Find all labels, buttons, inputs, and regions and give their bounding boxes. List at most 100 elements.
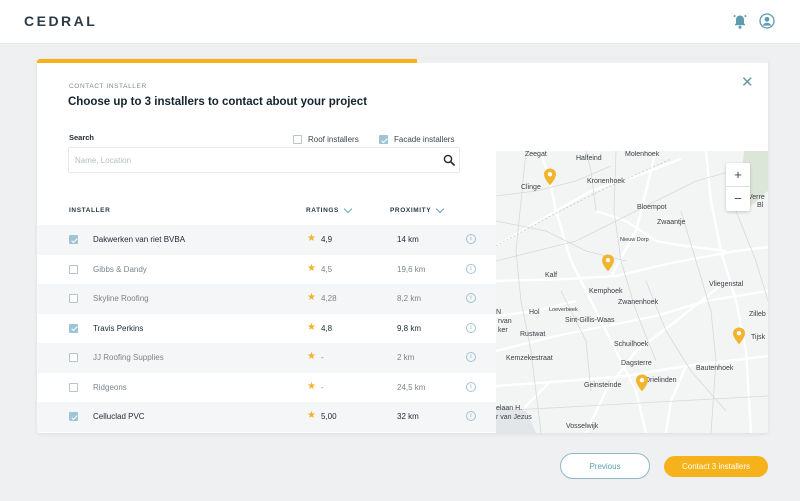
top-bar: CEDRAL	[0, 0, 800, 44]
installer-distance: 14 km	[397, 235, 419, 244]
map-pin-icon[interactable]	[601, 254, 615, 272]
facade-installers-label: Facade installers	[394, 135, 455, 144]
map-roads	[496, 151, 768, 433]
map-zoom-control: + −	[726, 163, 750, 211]
chevron-down-icon[interactable]	[343, 204, 353, 214]
info-icon[interactable]: i	[466, 352, 476, 362]
search-input[interactable]	[69, 148, 429, 172]
installer-name: Gibbs & Dandy	[93, 264, 147, 274]
map-pin-icon[interactable]	[635, 374, 649, 392]
installer-name: Travis Perkins	[93, 323, 144, 333]
info-icon[interactable]: i	[466, 381, 476, 392]
table-row[interactable]: Dakwerken van riet BVBA ★ 4,9 14 km i	[37, 225, 496, 255]
filter-facade-installers[interactable]: Facade installers	[379, 135, 454, 144]
step-label: CONTACT INSTALLER	[69, 83, 147, 90]
close-icon[interactable]: ✕	[741, 74, 754, 91]
row-checkbox[interactable]	[69, 382, 78, 392]
map-label: Clinge	[521, 184, 541, 191]
installer-rating: -	[321, 382, 324, 392]
progress-track	[37, 59, 768, 63]
facade-installers-checkbox[interactable]	[379, 135, 388, 144]
row-checkbox[interactable]	[69, 264, 78, 274]
search-field[interactable]	[68, 147, 460, 173]
map-label: elaan H.	[496, 405, 523, 412]
installer-name: Celluclad PVC	[93, 412, 145, 421]
zoom-out-button[interactable]: −	[734, 191, 742, 206]
cedral-logo[interactable]: CEDRAL	[24, 13, 98, 29]
info-icon[interactable]: i	[466, 411, 476, 421]
chevron-down-icon[interactable]	[435, 204, 445, 214]
info-icon[interactable]: i	[466, 322, 476, 333]
map-label: Zwaantje	[657, 219, 686, 226]
star-icon: ★	[307, 380, 316, 392]
info-icon[interactable]: i	[466, 234, 476, 244]
contact-installers-button[interactable]: Contact 3 installers	[664, 456, 768, 477]
row-checkbox[interactable]	[69, 323, 78, 333]
roof-installers-label: Roof installers	[308, 135, 359, 144]
installer-name: Ridgeons	[93, 382, 127, 392]
map-label: Verre	[748, 194, 765, 201]
installer-rating: 5,00	[321, 412, 337, 421]
previous-button[interactable]: Previous	[560, 453, 650, 479]
map-label: Sint-Gillis-Waas	[565, 317, 615, 324]
installer-distance: 32 km	[397, 412, 419, 421]
roof-installers-checkbox[interactable]	[293, 135, 302, 144]
bell-icon[interactable]	[733, 14, 747, 30]
map-label: Molenhoek	[625, 151, 660, 158]
zoom-in-button[interactable]: +	[726, 163, 750, 187]
column-header-proximity[interactable]: PROXIMITY	[390, 204, 445, 214]
column-header-installer: INSTALLER	[69, 207, 111, 214]
installer-rating: 4,8	[321, 323, 333, 333]
info-icon[interactable]: i	[466, 263, 476, 274]
map-label: Bl	[757, 202, 764, 209]
installer-name: Skyline Roofing	[93, 294, 149, 303]
map-label: Drielinden	[645, 377, 677, 384]
table-row[interactable]: Ridgeons ★ - 24,5 km i	[37, 373, 496, 403]
table-row[interactable]: Skyline Roofing ★ 4,28 8,2 km i	[37, 284, 496, 314]
map-label: ker	[498, 327, 508, 334]
table-row[interactable]: JJ Roofing Supplies ★ - 2 km i	[37, 343, 496, 373]
row-checkbox[interactable]	[69, 294, 78, 303]
map-label: r van Jezus	[496, 414, 532, 421]
row-checkbox[interactable]	[69, 412, 78, 421]
installer-map[interactable]: Zeegat Halfeind Molenhoek Clinge Kronenh…	[496, 151, 768, 433]
map-label: Zwanenhoek	[618, 299, 659, 306]
table-row[interactable]: Gibbs & Dandy ★ 4,5 19,6 km i	[37, 255, 496, 285]
installer-name: Dakwerken van riet BVBA	[93, 235, 186, 244]
map-label: Bautenhoek	[696, 365, 734, 372]
installer-distance: 9,8 km	[397, 323, 422, 333]
map-label: Bloempot	[637, 204, 667, 211]
progress-fill	[37, 59, 418, 63]
installer-rating: 4,9	[321, 235, 333, 244]
table-row[interactable]: Travis Perkins ★ 4,8 9,8 km i	[37, 314, 496, 344]
modal-title: Choose up to 3 installers to contact abo…	[68, 96, 368, 108]
contact-installer-modal: ✕ CONTACT INSTALLER Choose up to 3 insta…	[37, 59, 768, 433]
row-checkbox[interactable]	[69, 235, 78, 244]
star-icon: ★	[307, 410, 316, 421]
info-icon[interactable]: i	[466, 293, 476, 303]
map-label: Geinsteinde	[584, 382, 622, 389]
map-label: Kemzekestraat	[506, 355, 553, 362]
column-header-ratings[interactable]: RATINGS	[306, 204, 353, 214]
installer-distance: 24,5 km	[397, 382, 426, 392]
map-label: Halfeind	[576, 155, 602, 162]
star-icon: ★	[307, 351, 316, 362]
search-icon[interactable]	[443, 154, 455, 166]
installer-distance: 8,2 km	[397, 294, 422, 303]
installer-rating: 4,28	[321, 294, 337, 303]
filter-roof-installers[interactable]: Roof installers	[293, 135, 359, 144]
map-pin-icon[interactable]	[543, 168, 557, 186]
installer-rating: -	[321, 353, 324, 362]
map-label: Zilleb	[749, 311, 766, 318]
table-row[interactable]: Celluclad PVC ★ 5,00 32 km i	[37, 402, 496, 432]
star-icon: ★	[307, 262, 316, 274]
installer-name: JJ Roofing Supplies	[93, 353, 164, 362]
map-label: Rustwat	[520, 331, 546, 338]
user-icon[interactable]	[759, 13, 775, 29]
search-label: Search	[69, 133, 95, 142]
star-icon: ★	[307, 321, 316, 333]
map-label: Schuilhoek	[614, 341, 649, 348]
map-pin-icon[interactable]	[732, 327, 746, 345]
row-checkbox[interactable]	[69, 353, 78, 362]
map-label: Kronenhoek	[587, 178, 625, 185]
